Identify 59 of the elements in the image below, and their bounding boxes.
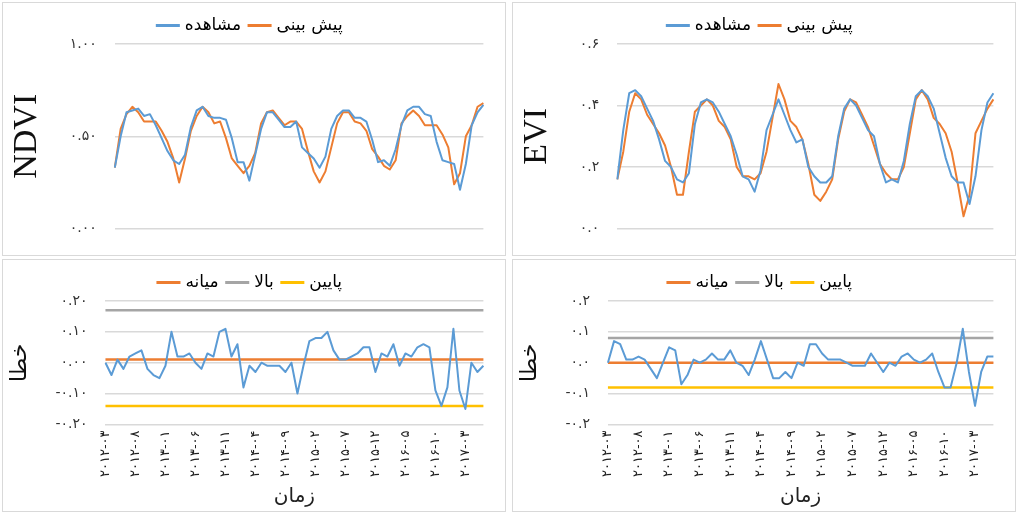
x-tick-label: ۲۰۱۶-۰۵ [396, 430, 412, 478]
x-tick-label: ۲۰۱۳-۱۱ [216, 430, 232, 478]
legend-label: مشاهده [694, 13, 752, 34]
x-tick-label: ۲۰۱۳-۰۱ [660, 430, 676, 478]
legend-label: بالا [254, 270, 274, 291]
x-tick-label: ۲۰۱۵-۱۲ [874, 430, 890, 478]
x-tick-label: ۲۰۱۴-۰۴ [752, 430, 768, 478]
y-tick-label: ۰.۱ [570, 322, 590, 339]
x-axis-title: زمان [780, 483, 822, 508]
y-tick-label: ۰.۲ [570, 291, 590, 308]
x-tick-label: ۲۰۱۴-۰۹ [782, 430, 798, 478]
x-tick-label: ۲۰۱۲-۰۳ [599, 430, 615, 478]
x-tick-label: ۲۰۱۵-۰۲ [306, 430, 322, 478]
y-tick-label: ۰.۱۰ [60, 322, 88, 339]
y-axis-title: خطا [5, 343, 31, 382]
x-tick-label: ۲۰۱۵-۰۲ [813, 430, 829, 478]
legend-label: پایین [309, 270, 343, 292]
x-tick-label: ۲۰۱۵-۰۷ [336, 430, 352, 478]
y-tick-label: ۱.۰۰ [69, 34, 97, 51]
x-tick-label: ۲۰۱۶-۱۰ [935, 430, 951, 478]
x-tick-label: ۲۰۱۵-۱۲ [366, 430, 382, 478]
y-tick-label: ۰.۴ [579, 96, 600, 113]
legend-label: میانه [695, 270, 729, 291]
y-tick-label: -۰.۱۰ [55, 384, 88, 401]
legend-label: میانه [185, 270, 219, 291]
x-tick-label: ۲۰۱۵-۰۷ [844, 430, 860, 478]
x-tick-label: ۲۰۱۲-۰۳ [96, 430, 112, 478]
legend-label: پیش بینی [276, 13, 343, 35]
y-tick-label: ۰.۰ [579, 219, 600, 236]
y-tick-label: ۰.۰۰ [60, 353, 88, 370]
legend-label: پایین [819, 270, 853, 292]
y-tick-label: ۰.۰ [570, 353, 590, 370]
x-tick-label: ۲۰۱۶-۱۰ [426, 430, 442, 478]
x-tick-label: ۲۰۱۷-۰۳ [966, 430, 982, 478]
y-tick-label: -۰.۲۰ [55, 415, 88, 432]
y-tick-label: ۰.۲۰ [60, 291, 88, 308]
y-axis-title: خطا [515, 343, 541, 382]
x-tick-label: ۲۰۱۴-۰۴ [246, 430, 262, 478]
x-tick-label: ۲۰۱۳-۱۱ [721, 430, 737, 478]
x-axis-title: زمان [273, 483, 316, 508]
x-tick-label: ۲۰۱۶-۰۵ [905, 430, 921, 478]
y-axis-title: NDVI [6, 93, 44, 179]
x-tick-label: ۲۰۱۳-۰۶ [691, 430, 707, 478]
y-tick-label: ۰.۶ [579, 34, 600, 51]
y-tick-label: ۰.۲ [579, 157, 600, 174]
x-tick-label: ۲۰۱۳-۰۱ [156, 430, 172, 478]
legend-label: پیش بینی [786, 13, 853, 35]
x-tick-label: ۲۰۱۲-۰۸ [126, 430, 142, 478]
y-axis-title: EVI [516, 107, 554, 165]
x-tick-label: ۲۰۱۲-۰۸ [629, 430, 645, 478]
x-tick-label: ۲۰۱۴-۰۹ [276, 430, 292, 478]
y-tick-label: ۰.۵۰ [69, 126, 97, 143]
y-tick-label: -۰.۱ [565, 384, 590, 401]
legend-label: بالا [764, 270, 784, 291]
y-tick-label: -۰.۲ [565, 415, 590, 432]
y-tick-label: ۰.۰۰ [69, 219, 97, 236]
x-tick-label: ۲۰۱۳-۰۶ [186, 430, 202, 478]
legend-label: مشاهده [184, 13, 242, 34]
x-tick-label: ۲۰۱۷-۰۳ [456, 430, 472, 478]
